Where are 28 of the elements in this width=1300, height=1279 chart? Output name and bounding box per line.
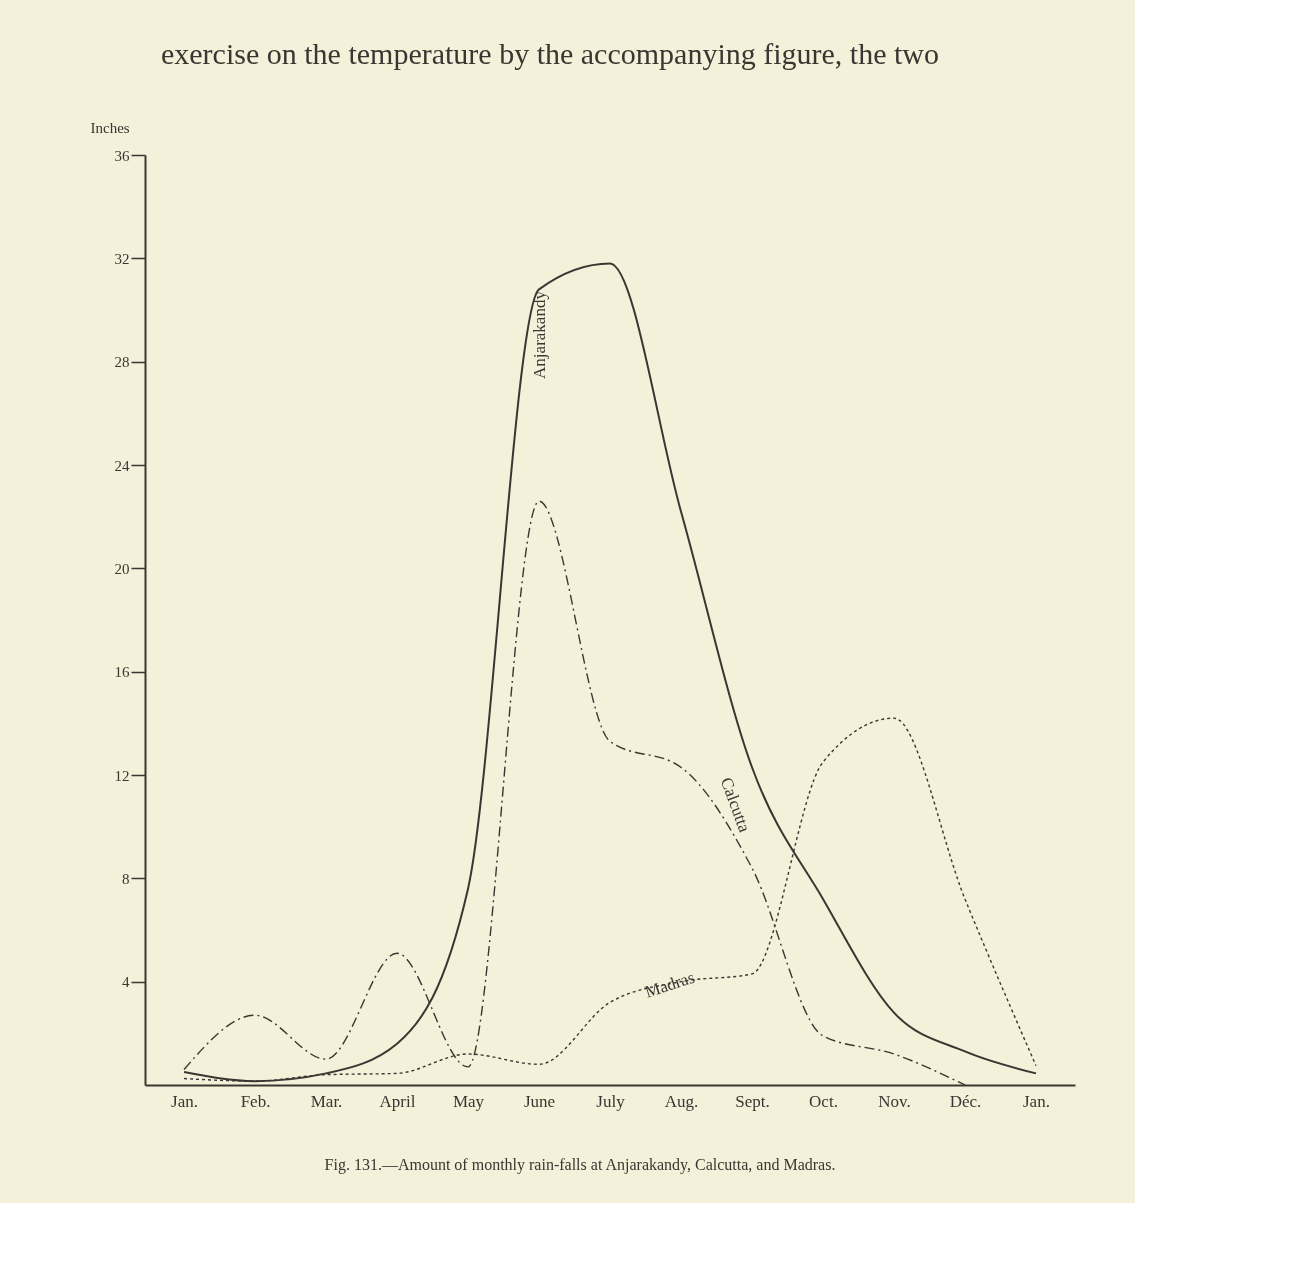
caption: Fig. 131.—Amount of monthly rain-falls at Anjarakandy, Calcutta, and Madras. bbox=[324, 1156, 836, 1174]
x-tick-label: June bbox=[523, 1091, 556, 1111]
y-tick-label: 16 bbox=[114, 664, 130, 681]
x-tick-label: Nov. bbox=[878, 1091, 911, 1111]
y-tick-label: 32 bbox=[114, 250, 130, 267]
x-tick-label: April bbox=[379, 1091, 416, 1111]
y-tick-label: 24 bbox=[114, 457, 130, 474]
text: Madras bbox=[642, 967, 698, 1002]
y-tick-label: 8 bbox=[122, 870, 130, 887]
y-tick-label: 4 bbox=[122, 974, 130, 991]
x-tick-label: Déc. bbox=[949, 1091, 982, 1111]
text: Anjarakandy bbox=[530, 290, 549, 379]
y-tick-label: 28 bbox=[114, 354, 130, 371]
text: exercise on the temperature by the accompanying figure, the two bbox=[160, 37, 940, 70]
x-tick-label: Mar. bbox=[310, 1091, 343, 1111]
y-tick-label: 36 bbox=[114, 147, 130, 164]
x-tick-label: Aug. bbox=[664, 1091, 699, 1111]
x-tick-label: Sept. bbox=[735, 1091, 770, 1111]
x-tick-label: Jan. bbox=[171, 1091, 199, 1111]
x-tick-label: July bbox=[596, 1091, 626, 1111]
x-tick-label: Feb. bbox=[240, 1091, 271, 1111]
x-tick-label: Jan. bbox=[1022, 1091, 1050, 1111]
x-tick-label: May bbox=[452, 1091, 485, 1111]
y-axis-title: Inches bbox=[90, 119, 130, 136]
x-tick-label: Oct. bbox=[809, 1091, 838, 1111]
text: Calcutta bbox=[716, 774, 755, 836]
y-tick-label: 12 bbox=[114, 767, 130, 784]
y-tick-label: 20 bbox=[114, 560, 130, 577]
